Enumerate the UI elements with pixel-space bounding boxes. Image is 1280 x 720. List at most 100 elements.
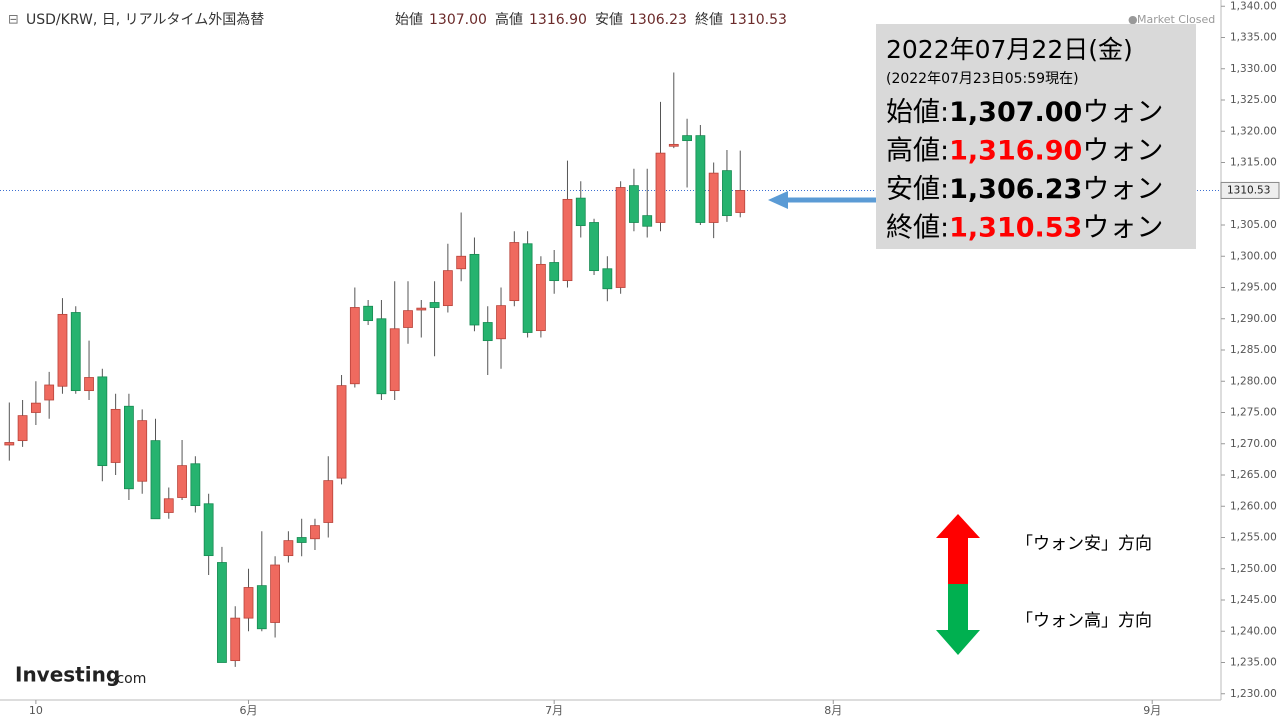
y-tick-label: 1,290.00 xyxy=(1230,313,1277,325)
candle-body xyxy=(57,313,68,387)
x-tick-label: 10 xyxy=(29,704,43,717)
candle-body xyxy=(310,525,320,540)
x-tick-label: 9月 xyxy=(1143,704,1161,717)
info-row-label: 高値: xyxy=(886,135,949,166)
market-status: Market Closed xyxy=(1137,13,1215,26)
candle-body xyxy=(708,172,719,223)
y-tick-label: 1,305.00 xyxy=(1230,219,1277,231)
blue-arrow xyxy=(768,191,876,209)
info-row-value: 1,310.53 xyxy=(949,212,1082,243)
info-row-label: 始値: xyxy=(886,97,949,128)
header-title: USD/KRW, 日, リアルタイム外国為替 xyxy=(26,12,264,28)
header-field-label: 高値 xyxy=(495,11,523,28)
candle-body xyxy=(30,402,41,413)
candle-body xyxy=(695,135,706,223)
info-as-of: (2022年07月23日05:59現在) xyxy=(886,71,1079,87)
y-tick-label: 1,235.00 xyxy=(1230,657,1277,669)
info-row-value: 1,306.23 xyxy=(949,174,1082,205)
candle-body xyxy=(456,255,467,270)
info-row-unit: ウォン xyxy=(1082,97,1163,128)
candle-body xyxy=(496,305,506,340)
y-tick-label: 1,325.00 xyxy=(1230,94,1277,106)
header-field-value: 1307.00 xyxy=(429,12,487,28)
current-price-box xyxy=(1220,181,1280,199)
info-row-value: 1,307.00 xyxy=(949,97,1082,128)
candle-body xyxy=(283,540,294,557)
info-row-label: 終値: xyxy=(886,212,949,243)
candle-body xyxy=(722,170,732,217)
y-tick-label: 1,320.00 xyxy=(1230,125,1277,137)
plot xyxy=(0,72,1220,667)
candle-body xyxy=(150,440,161,520)
candle-body xyxy=(602,268,613,290)
candle-body xyxy=(124,405,134,490)
header-field-value: 1306.23 xyxy=(629,12,687,28)
candle-body xyxy=(137,420,148,482)
candle-body xyxy=(615,187,626,288)
info-row-unit: ウォン xyxy=(1082,135,1163,166)
candle-body xyxy=(482,322,493,342)
candle-body xyxy=(84,377,94,392)
y-tick-label: 1,245.00 xyxy=(1230,594,1277,606)
y-tick-label: 1,270.00 xyxy=(1230,438,1277,450)
y-tick-label: 1,250.00 xyxy=(1230,563,1277,575)
header-field-value: 1310.53 xyxy=(729,12,787,28)
candle-body xyxy=(416,307,427,311)
y-tick-label: 1,240.00 xyxy=(1230,625,1277,637)
info-row: 始値:1,307.00ウォン xyxy=(886,97,1163,128)
info-row-unit: ウォン xyxy=(1082,174,1163,205)
candle-body xyxy=(349,307,360,385)
candle-body xyxy=(230,617,241,662)
y-tick-label: 1,295.00 xyxy=(1230,282,1277,294)
candle-body xyxy=(203,503,214,557)
y-tick-label: 1,300.00 xyxy=(1230,250,1277,262)
candle-body xyxy=(243,587,254,619)
candle-body xyxy=(522,243,533,333)
header-field-value: 1316.90 xyxy=(529,12,587,28)
candle-body xyxy=(735,190,746,213)
logo: Investing .com xyxy=(15,663,146,688)
candle-body xyxy=(642,215,653,227)
candle-body xyxy=(509,242,520,302)
candle-body xyxy=(549,262,560,282)
info-row-label: 安値: xyxy=(886,174,949,205)
y-tick-label: 1,315.00 xyxy=(1230,157,1277,169)
candle-body xyxy=(668,143,679,147)
down-arrow xyxy=(936,584,980,655)
candle-body xyxy=(70,312,81,392)
logo-text: Investing xyxy=(15,663,120,687)
candle-body xyxy=(163,498,174,513)
candle-body xyxy=(270,564,280,623)
candle-body xyxy=(190,463,201,507)
x-tick-label: 7月 xyxy=(545,704,563,717)
header-field-label: 安値 xyxy=(595,12,623,28)
candle-body xyxy=(469,253,480,326)
info-row-value: 1,316.90 xyxy=(949,135,1082,166)
header-field-label: 終値 xyxy=(695,12,723,28)
y-tick-label: 1,340.00 xyxy=(1230,0,1277,12)
info-row: 安値:1,306.23ウォン xyxy=(886,174,1163,205)
info-row-unit: ウォン xyxy=(1082,212,1163,243)
candle-body xyxy=(323,480,334,523)
candle-body xyxy=(97,376,108,467)
y-tick-label: 1,230.00 xyxy=(1230,688,1277,700)
candle-body xyxy=(44,384,55,401)
up-arrow xyxy=(936,514,980,584)
info-box xyxy=(876,24,1196,249)
collapse-icon[interactable]: ⊟ xyxy=(8,13,19,28)
legend-up: 「ウォン安」方向 xyxy=(1016,534,1152,554)
candle-body xyxy=(110,408,121,463)
candle-body xyxy=(17,415,28,442)
x-tick-label: 8月 xyxy=(824,704,842,717)
y-tick-label: 1,285.00 xyxy=(1230,344,1277,356)
y-tick-label: 1,255.00 xyxy=(1230,532,1277,544)
candle-body xyxy=(217,562,227,663)
status-dot: ● xyxy=(1128,13,1138,26)
logo-suffix: .com xyxy=(112,671,146,687)
candle-body xyxy=(403,310,413,328)
candle-body xyxy=(389,328,400,392)
candle-body xyxy=(256,585,267,630)
current-price-label: 1310.53 xyxy=(1227,184,1270,196)
legend-down: 「ウォン高」方向 xyxy=(1016,611,1152,631)
y-tick-label: 1,275.00 xyxy=(1230,407,1277,419)
